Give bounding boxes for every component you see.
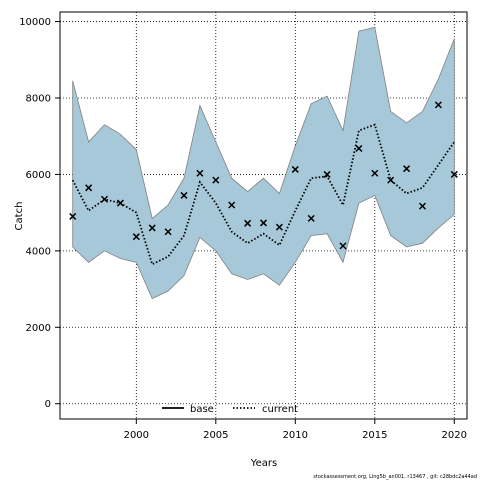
confidence-band xyxy=(72,26,455,300)
point-1998 xyxy=(100,195,109,203)
point-2002 xyxy=(164,228,172,236)
point-1997 xyxy=(85,184,93,192)
footer-note: stockassessment.org, Ling5b_an001, r1346… xyxy=(313,474,477,480)
point-2012 xyxy=(323,170,331,178)
x-tick-label-2005: 2005 xyxy=(203,430,228,441)
y-axis-title: Catch xyxy=(14,202,25,231)
y-axis: 0 2000 4000 6000 8000 10000 xyxy=(19,17,60,410)
point-2000 xyxy=(132,233,140,241)
point-2019 xyxy=(434,101,442,109)
point-2005 xyxy=(212,176,220,184)
x-tick-label-2020: 2020 xyxy=(442,430,467,441)
y-tick-label-0: 0 xyxy=(45,399,51,410)
point-2015 xyxy=(371,169,379,177)
point-2003 xyxy=(180,191,188,199)
x-axis: 2000 2005 2010 2015 2020 xyxy=(124,419,467,441)
point-2006 xyxy=(228,201,236,209)
y-tick-label-4000: 4000 xyxy=(26,246,51,257)
point-2009 xyxy=(275,223,283,231)
point-2018 xyxy=(418,202,427,210)
point-2008 xyxy=(259,219,268,227)
point-2011 xyxy=(307,214,315,222)
y-tick-label-10000: 10000 xyxy=(19,17,51,28)
point-2004 xyxy=(196,169,204,177)
point-2007 xyxy=(244,219,252,227)
series-line-current xyxy=(71,123,456,266)
point-2020 xyxy=(450,170,458,178)
point-2014 xyxy=(355,144,363,152)
point-2010 xyxy=(291,165,299,173)
observed-points xyxy=(69,101,458,250)
legend: base current xyxy=(162,404,298,415)
y-tick-label-2000: 2000 xyxy=(26,323,51,334)
point-1999 xyxy=(116,199,124,207)
x-axis-title: Years xyxy=(250,458,277,469)
x-tick-label-2010: 2010 xyxy=(283,430,308,441)
point-2013 xyxy=(339,242,347,250)
legend-label-current: current xyxy=(262,404,298,415)
point-2016 xyxy=(387,176,395,184)
point-2017 xyxy=(403,165,411,173)
plot-frame xyxy=(59,11,468,420)
y-tick-label-8000: 8000 xyxy=(26,93,51,104)
y-tick-label-6000: 6000 xyxy=(26,170,51,181)
grid-lines xyxy=(60,12,467,419)
point-1996 xyxy=(69,212,77,220)
legend-label-base: base xyxy=(190,404,214,415)
x-tick-label-2015: 2015 xyxy=(362,430,387,441)
point-2001 xyxy=(148,224,156,232)
x-tick-label-2000: 2000 xyxy=(124,430,149,441)
